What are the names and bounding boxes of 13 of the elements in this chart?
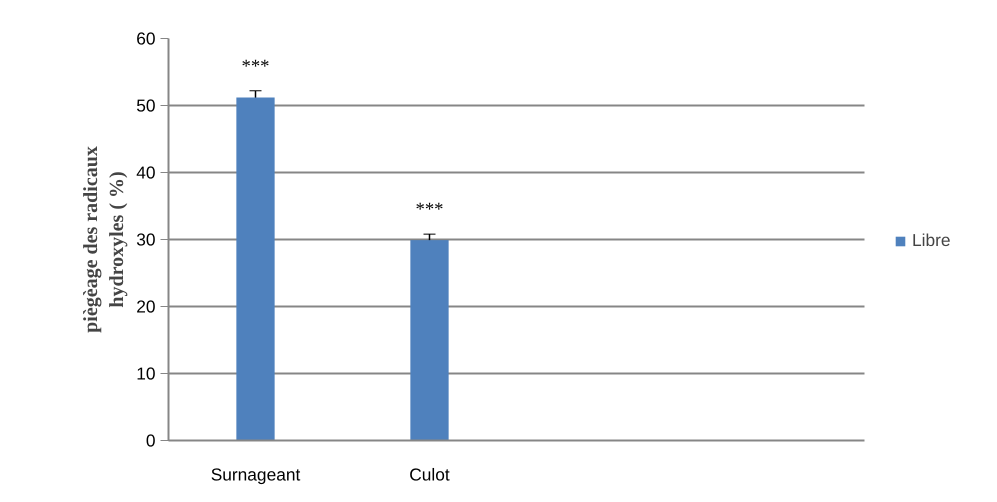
x-tick-label: Culot xyxy=(409,464,450,484)
annotation: *** xyxy=(242,56,270,77)
y-tick-label: 50 xyxy=(136,96,156,116)
y-tick-label: 30 xyxy=(136,230,156,250)
y-tick-label: 60 xyxy=(136,28,156,48)
y-tick-label: 20 xyxy=(136,296,156,316)
y-tick-label: 0 xyxy=(146,430,156,450)
annotation: *** xyxy=(416,199,444,220)
y-tick-label: 40 xyxy=(136,162,156,182)
y-axis-title: piègèage des radicaux hydroxyles ( %) xyxy=(80,146,128,333)
legend-label: Libre xyxy=(912,230,952,251)
x-tick-label: Surnageant xyxy=(210,464,300,484)
y-tick-label: 10 xyxy=(136,364,156,384)
